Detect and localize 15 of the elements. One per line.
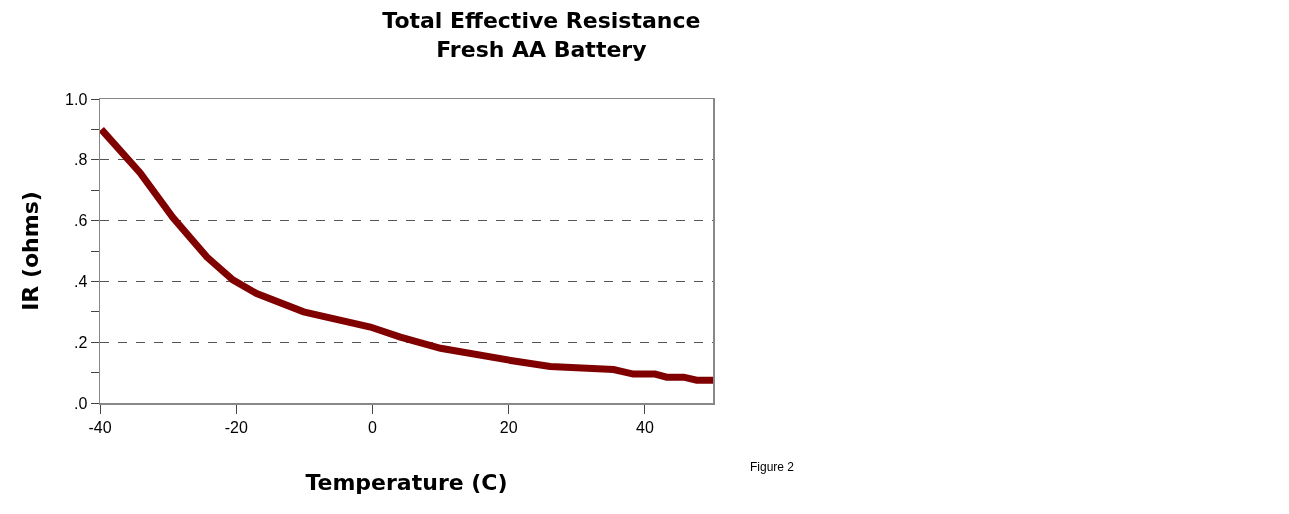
x-tick-label: 20: [499, 418, 518, 436]
y-tick-label: .6: [73, 212, 88, 230]
x-tick-label: 0: [367, 418, 377, 436]
caption: Figure 2: [750, 460, 795, 474]
chart-title: Total Effective Resistance Fresh AA Battery: [382, 8, 701, 62]
x-tick-label: -20: [224, 418, 248, 436]
y-tick-label: .2: [73, 333, 88, 351]
x-tick-label: 40: [635, 418, 654, 436]
y-axis-title: IR (ohms): [18, 191, 44, 311]
x-tick-label: -40: [88, 418, 112, 436]
x-axis-title: Temperature (C): [305, 470, 508, 496]
y-tick-label: .4: [73, 273, 88, 290]
y-tick-label: 1.0: [65, 90, 88, 108]
y-tick-label: .0: [73, 394, 88, 412]
y-tick-label: .8: [73, 151, 88, 169]
